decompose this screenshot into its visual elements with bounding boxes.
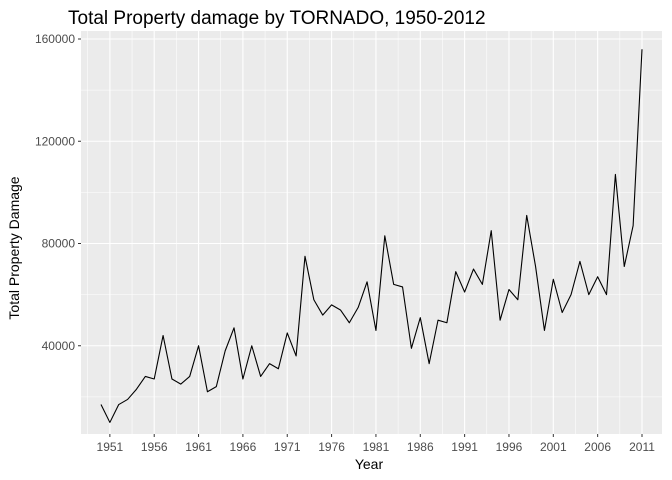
y-tick-label: 80000 [42, 237, 76, 251]
x-tick-label: 1996 [496, 440, 523, 454]
x-axis-title: Year [355, 456, 384, 472]
plot-panel [81, 31, 662, 434]
x-tick-label: 1991 [451, 440, 478, 454]
x-tick-label: 1971 [274, 440, 301, 454]
x-tick-label: 1951 [97, 440, 124, 454]
major-gridlines [81, 31, 662, 434]
x-tick-label: 1981 [363, 440, 390, 454]
x-tick-label: 1986 [407, 440, 434, 454]
chart-title: Total Property damage by TORNADO, 1950-2… [68, 8, 486, 29]
x-tick-label: 1961 [185, 440, 212, 454]
x-tick-label: 2001 [540, 440, 567, 454]
x-axis: 1951 1956 1961 1966 1971 1976 1981 1986 1991 1996… [97, 434, 655, 454]
y-tick-label: 120000 [35, 134, 75, 148]
series-layer [100, 49, 643, 423]
y-axis: 40000 80000 120000 160000 [35, 32, 81, 353]
x-tick-label: 1966 [230, 440, 257, 454]
x-tick-label: 1956 [141, 440, 168, 454]
y-tick-label: 40000 [42, 339, 76, 353]
series-line-0 [100, 49, 643, 423]
y-tick-label: 160000 [35, 32, 75, 46]
x-tick-label: 1976 [318, 440, 345, 454]
x-tick-label: 2011 [629, 440, 655, 454]
x-tick-label: 2006 [584, 440, 611, 454]
y-axis-title: Total Property Damage [6, 176, 22, 319]
minor-gridlines [81, 31, 662, 434]
